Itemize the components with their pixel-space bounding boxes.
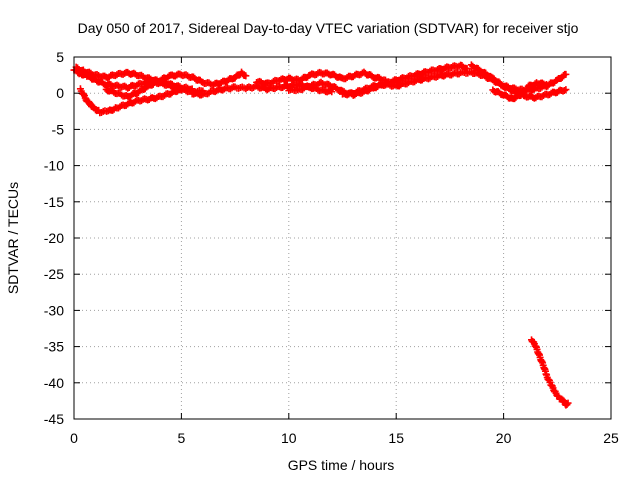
grid-lines bbox=[74, 57, 611, 419]
data-point bbox=[564, 399, 572, 407]
y-tick-label: -15 bbox=[44, 194, 64, 210]
y-tick-label: 5 bbox=[56, 49, 64, 65]
data-point bbox=[560, 86, 568, 94]
series-track-c bbox=[76, 85, 185, 117]
data-points bbox=[70, 61, 572, 409]
x-tick-label: 0 bbox=[70, 430, 78, 446]
data-point bbox=[563, 401, 571, 409]
x-tick-label: 20 bbox=[496, 430, 512, 446]
series-track-f bbox=[253, 68, 389, 88]
chart-title: Day 050 of 2017, Sidereal Day-to-day VTE… bbox=[78, 20, 579, 36]
series-track-e bbox=[188, 80, 336, 99]
data-point bbox=[562, 70, 570, 78]
x-axis-label: GPS time / hours bbox=[288, 457, 395, 473]
series-track-d bbox=[102, 68, 250, 101]
y-tick-label: 0 bbox=[56, 85, 64, 101]
series-track-b bbox=[72, 63, 196, 93]
axis-ticks: 0 5 10 15 20 25 5 0 -5 -10 -15 -20 -25 -30 -35 -40 -45 bbox=[44, 49, 619, 446]
y-tick-label: -5 bbox=[52, 121, 65, 137]
x-tick-label: 5 bbox=[178, 430, 186, 446]
series-track-j bbox=[489, 79, 551, 103]
y-tick-label: -45 bbox=[44, 411, 64, 427]
y-axis-label: SDTVAR / TECUs bbox=[5, 182, 21, 294]
y-tick-label: -35 bbox=[44, 339, 64, 355]
y-tick-label: -10 bbox=[44, 158, 64, 174]
y-tick-label: -25 bbox=[44, 266, 64, 282]
data-point bbox=[543, 81, 551, 89]
x-tick-label: 10 bbox=[281, 430, 297, 446]
y-tick-label: -30 bbox=[44, 302, 64, 318]
x-tick-label: 25 bbox=[603, 430, 619, 446]
y-tick-label: -40 bbox=[44, 375, 64, 391]
data-point bbox=[80, 90, 88, 98]
series-track-k bbox=[528, 336, 572, 409]
data-point bbox=[242, 72, 250, 80]
x-tick-label: 15 bbox=[388, 430, 404, 446]
data-point bbox=[177, 85, 185, 93]
y-tick-label: -20 bbox=[44, 230, 64, 246]
data-point bbox=[562, 86, 570, 94]
